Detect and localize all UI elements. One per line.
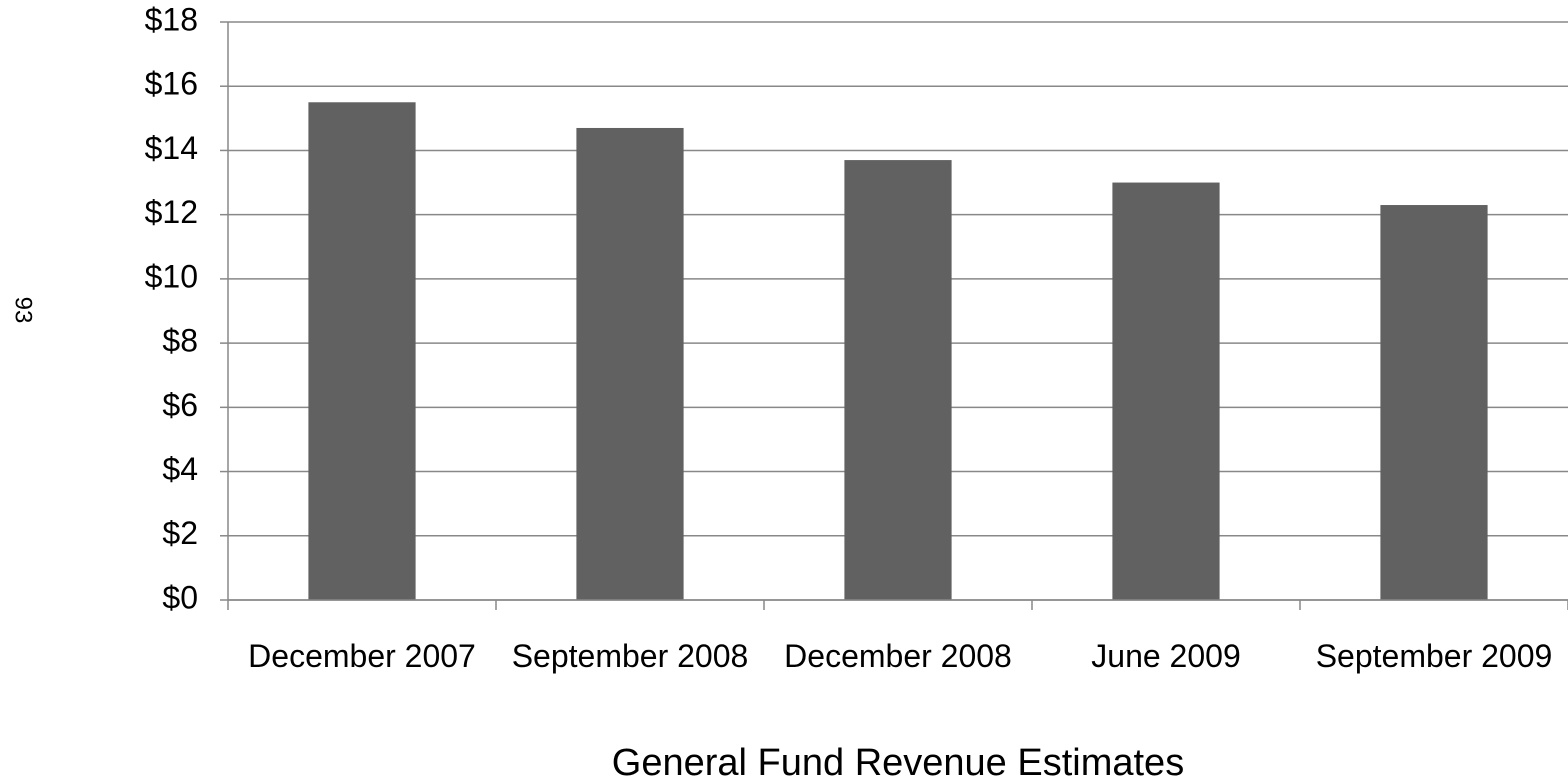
page-number: 93 <box>10 297 37 324</box>
x-tick-label: September 2009 <box>1315 638 1553 674</box>
x-tick-label: September 2008 <box>511 638 749 674</box>
y-tick-label: $2 <box>162 515 198 551</box>
x-tick-label: December 2007 <box>248 638 476 674</box>
bar <box>1380 205 1488 601</box>
y-tick-label: $18 <box>145 1 198 37</box>
y-tick-label: $16 <box>145 66 198 102</box>
y-tick-label: $12 <box>145 194 198 230</box>
x-tick-label: June 2009 <box>1091 638 1241 674</box>
x-axis-title: General Fund Revenue Estimates <box>612 742 1184 782</box>
x-tick-label: December 2008 <box>784 638 1012 674</box>
bar <box>844 160 952 601</box>
y-tick-label: $0 <box>162 579 198 615</box>
y-tick-label: $4 <box>162 451 198 487</box>
y-tick-label: $8 <box>162 323 198 359</box>
y-tick-label: $14 <box>145 130 198 166</box>
bar <box>1112 182 1220 601</box>
bar <box>576 127 684 600</box>
y-tick-label: $10 <box>145 258 198 294</box>
bar <box>308 102 416 601</box>
y-tick-label: $6 <box>162 387 198 423</box>
